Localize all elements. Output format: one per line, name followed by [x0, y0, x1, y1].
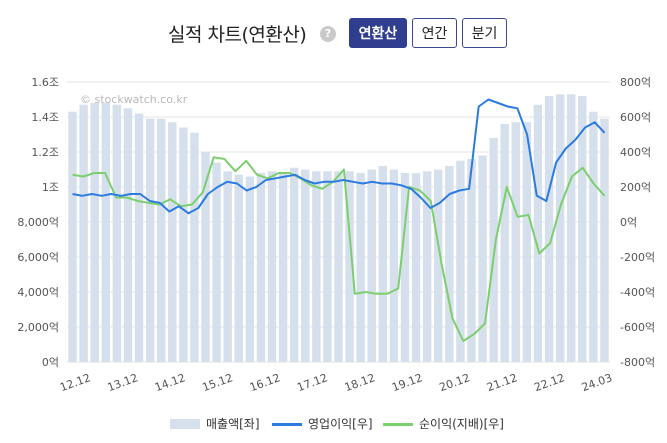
tab-annualized[interactable]: 연환산	[349, 18, 407, 48]
legend-swatch-operating-profit	[272, 423, 302, 426]
revenue-bar	[245, 176, 255, 362]
revenue-bar	[256, 173, 266, 362]
x-tick-label: 17.12	[295, 371, 329, 394]
revenue-bar	[334, 171, 343, 362]
y-left-tick-label: 2,000억	[17, 321, 59, 334]
revenue-bar	[267, 171, 277, 362]
y-left-tick-label: 8,000억	[17, 216, 59, 229]
revenue-bar	[555, 94, 565, 362]
y-right-tick-label: 0억	[620, 216, 637, 229]
y-left-tick-label: 1.2조	[31, 146, 59, 159]
revenue-bar	[134, 113, 144, 362]
revenue-bar	[156, 118, 166, 362]
y-left-tick-label: 1.6조	[31, 76, 59, 89]
legend-label-revenue: 매출액[좌]	[206, 417, 260, 431]
revenue-bar	[511, 122, 521, 362]
revenue-bar	[578, 96, 587, 362]
x-tick-label: 12.12	[58, 371, 92, 394]
revenue-bar	[411, 173, 421, 362]
revenue-bars	[68, 94, 609, 362]
y-right-tick-label: -200억	[620, 251, 655, 264]
revenue-bar	[445, 166, 454, 362]
x-tick-label: 20.12	[438, 371, 472, 394]
y-left-tick-label: 6,000억	[17, 251, 59, 264]
revenue-bar	[179, 127, 188, 362]
revenue-bar	[600, 118, 609, 362]
legend-label-operating-profit: 영업이익[우]	[308, 417, 373, 431]
revenue-bar	[68, 111, 77, 362]
revenue-bar	[289, 167, 299, 362]
revenue-bar	[467, 159, 476, 362]
revenue-bar	[422, 171, 432, 362]
revenue-bar	[301, 169, 310, 362]
revenue-bar	[123, 108, 133, 362]
x-tick-label: 14.12	[153, 371, 187, 394]
revenue-bar	[378, 166, 388, 362]
revenue-bar	[522, 122, 532, 362]
revenue-bar	[500, 124, 509, 362]
legend-swatch-net-income	[383, 423, 413, 426]
axis-labels: 0억 -800억 2,000억 -600억 4,000억 -400억 6,000억 -200억…	[17, 76, 655, 394]
revenue-bar	[389, 169, 399, 362]
revenue-bar	[145, 118, 155, 362]
operating-profit-line	[72, 98, 606, 215]
revenue-bar	[312, 171, 321, 362]
y-left-tick-label: 1.4조	[31, 111, 59, 124]
revenue-bar	[345, 171, 354, 362]
revenue-bar	[478, 155, 487, 362]
y-right-tick-label: 400억	[620, 146, 651, 159]
revenue-bar	[223, 171, 232, 362]
x-tick-label: 24.03	[580, 371, 614, 394]
legend-label-net-income: 순이익(지배)[우]	[419, 417, 504, 431]
revenue-bar	[356, 173, 365, 362]
legend-swatch-revenue	[170, 419, 200, 429]
revenue-bar	[168, 122, 177, 362]
y-left-tick-label: 4,000억	[17, 286, 59, 299]
profit-lines	[72, 98, 606, 342]
x-tick-label: 13.12	[106, 371, 140, 394]
revenue-bar	[112, 104, 122, 362]
revenue-bar	[567, 94, 576, 362]
chart-legend: 매출액[좌] 영업이익[우] 순이익(지배)[우]	[0, 414, 667, 434]
revenue-bar	[456, 160, 465, 362]
x-tick-label: 22.12	[533, 371, 567, 394]
revenue-bar	[190, 132, 199, 362]
revenue-bar	[212, 162, 221, 362]
revenue-bar	[544, 96, 554, 362]
revenue-bar	[323, 171, 332, 362]
y-left-tick-label: 0억	[42, 356, 59, 369]
y-right-tick-label: -600억	[620, 321, 655, 334]
y-right-tick-label: 600억	[620, 111, 651, 124]
y-left-tick-label: 1조	[42, 181, 59, 194]
page-title: 실적 차트(연환산)	[168, 24, 307, 46]
y-right-tick-label: -400억	[620, 286, 655, 299]
revenue-bar	[101, 103, 110, 362]
revenue-bar	[367, 169, 376, 362]
x-tick-label: 16.12	[248, 371, 282, 394]
x-tick-label: 18.12	[343, 371, 377, 394]
revenue-bar	[434, 169, 443, 362]
watermark-text: © stockwatch.co.kr	[80, 93, 188, 106]
revenue-bar	[234, 174, 243, 362]
revenue-bar	[201, 152, 210, 362]
revenue-bar	[79, 104, 88, 362]
tab-annual[interactable]: 연간	[412, 18, 457, 48]
y-right-tick-label: 200억	[620, 181, 651, 194]
tab-quarterly[interactable]: 분기	[462, 18, 507, 48]
revenue-bar	[589, 111, 598, 362]
x-tick-label: 19.12	[390, 371, 424, 394]
y-right-tick-label: -800억	[620, 356, 655, 369]
x-tick-label: 15.12	[201, 371, 235, 394]
chart-header: 실적 차트(연환산) ? 연환산 연간 분기	[0, 14, 667, 54]
revenue-bar	[533, 104, 543, 362]
question-circle-icon[interactable]: ?	[320, 26, 336, 42]
revenue-bar	[400, 173, 410, 362]
x-tick-label: 21.12	[485, 371, 519, 394]
revenue-bar	[278, 173, 288, 362]
y-right-tick-label: 800억	[620, 76, 651, 89]
revenue-bar	[90, 103, 99, 362]
